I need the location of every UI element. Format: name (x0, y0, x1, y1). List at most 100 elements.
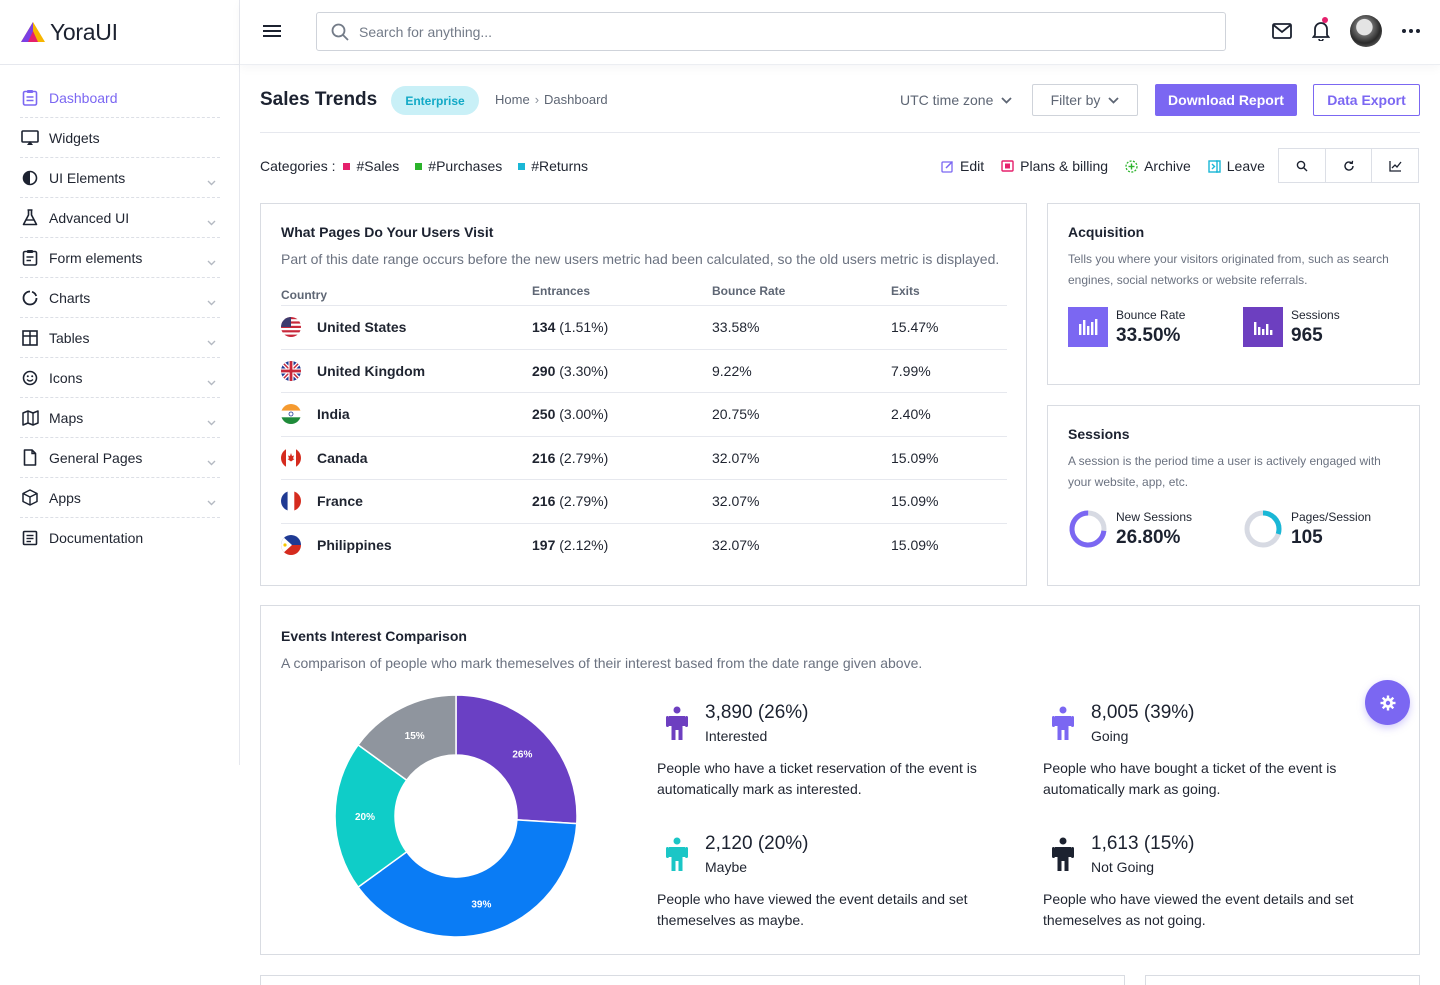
sidebar-item-documentation[interactable]: Documentation (20, 518, 220, 558)
chevron-down-icon (207, 413, 216, 431)
event-label: Maybe (705, 859, 748, 875)
flag-in-icon (281, 404, 301, 425)
pages-session-stat: Pages/Session 105 (1243, 509, 1371, 549)
sidebar-item-label: Maps (49, 409, 84, 426)
search-icon[interactable] (1279, 149, 1326, 182)
bounce-rate-stat: Bounce Rate 33.50% (1068, 307, 1185, 347)
plans-billing-link[interactable]: Plans & billing (1001, 158, 1108, 174)
column-header[interactable]: Country (281, 287, 327, 302)
sidebar-item-tables[interactable]: Tables (20, 318, 220, 358)
sidebar-item-charts[interactable]: Charts (20, 278, 220, 318)
entrances-value: 216 (532, 493, 556, 510)
document-icon (20, 528, 40, 548)
data-export-button[interactable]: Data Export (1313, 84, 1420, 116)
table-row[interactable]: United Kingdom 290 (3.30%) 9.22% 7.99% (281, 350, 1007, 393)
entrances-percent: (2.12%) (559, 537, 609, 554)
icon-toolbar (1278, 148, 1419, 183)
sidebar-item-label: UI Elements (49, 169, 126, 186)
table-row[interactable]: United States 134 (1.51%) 33.58% 15.47% (281, 306, 1007, 350)
edit-link[interactable]: Edit (941, 158, 984, 174)
chevron-down-icon (207, 333, 216, 351)
entrances-cell: 216 (2.79%) (532, 493, 712, 509)
search-input[interactable] (359, 23, 1179, 40)
sidebar-item-widgets[interactable]: Widgets (20, 118, 220, 158)
column-header[interactable]: Entrances (532, 284, 591, 298)
sidebar-item-maps[interactable]: Maps (20, 398, 220, 438)
person-icon (1043, 833, 1083, 877)
breadcrumb-current: Dashboard (544, 92, 608, 107)
sidebar-item-label: Form elements (49, 249, 143, 266)
event-label: Going (1091, 728, 1129, 744)
donut-slice-going[interactable] (357, 819, 578, 938)
filter-button[interactable]: Filter by (1032, 84, 1138, 116)
category-tag[interactable]: #Returns (518, 158, 588, 174)
refresh-icon[interactable] (1326, 149, 1373, 182)
archive-link[interactable]: Archive (1125, 158, 1191, 174)
table-row[interactable]: Philippines 197 (2.12%) 32.07% 15.09% (281, 524, 1007, 568)
exits-cell: 15.09% (891, 449, 939, 466)
timezone-select[interactable]: UTC time zone (900, 92, 1012, 108)
breadcrumb-home[interactable]: Home (495, 92, 530, 107)
progress-ring (1243, 509, 1283, 549)
sidebar-item-advanced-ui[interactable]: Advanced UI (20, 198, 220, 238)
bounce-cell: 33.58% (712, 319, 760, 336)
line-chart-icon[interactable] (1372, 149, 1418, 182)
category-tag[interactable]: #Sales (343, 158, 399, 174)
sidebar-item-ui-elements[interactable]: UI Elements (20, 158, 220, 198)
avatar[interactable] (1350, 15, 1382, 47)
table-row[interactable]: India 250 (3.00%) 20.75% 2.40% (281, 393, 1007, 437)
settings-fab[interactable] (1365, 680, 1410, 725)
category-swatch (343, 162, 351, 170)
flag-ca-icon (281, 447, 301, 468)
action-label: Plans & billing (1020, 158, 1109, 174)
card-subtitle: Tells you where your visitors originated… (1068, 252, 1389, 287)
more-icon[interactable] (1402, 29, 1420, 33)
sidebar-item-icons[interactable]: Icons (20, 358, 220, 398)
donut-slice-maybe[interactable] (334, 743, 408, 889)
archive-icon (1125, 159, 1144, 173)
sidebar-item-form-elements[interactable]: Form elements (20, 238, 220, 278)
sidebar-nav: Dashboard Widgets UI Elements Advanced UI Fo… (0, 65, 239, 558)
menu-icon[interactable] (262, 22, 282, 45)
category-tag[interactable]: #Purchases (415, 158, 502, 174)
country-name: India (317, 406, 350, 423)
table-header: Country Entrances Bounce Rate Exits (281, 284, 1007, 306)
mail-icon[interactable] (1272, 23, 1292, 39)
chevron-down-icon (1001, 96, 1012, 104)
category-label: #Returns (531, 158, 589, 174)
exits-cell: 15.09% (891, 493, 939, 510)
column-header[interactable]: Exits (891, 284, 920, 298)
donut-slice-interested[interactable] (455, 694, 578, 825)
brand[interactable]: YoraUI (0, 0, 239, 65)
table-row[interactable]: France 216 (2.79%) 32.07% 15.09% (281, 480, 1007, 524)
leave-icon (1208, 159, 1227, 173)
notification-dot (1322, 17, 1328, 23)
stat-value: 965 (1291, 324, 1323, 346)
monitor-icon (20, 128, 40, 148)
event-value: 2,120 (20%) (705, 833, 809, 854)
donut-slice-label: 26% (512, 750, 532, 761)
file-icon (20, 448, 40, 468)
column-header[interactable]: Bounce Rate (712, 284, 786, 298)
donut-slice-label: 20% (355, 812, 375, 823)
donut-slice-not-going[interactable] (357, 694, 457, 782)
sidebar-item-apps[interactable]: Apps (20, 478, 220, 518)
categories: Categories : #Sales #Purchases #Returns (260, 158, 604, 174)
sidebar-item-label: Icons (49, 369, 83, 386)
pie-chart-icon (20, 288, 40, 308)
stat-label: Pages/Session (1291, 509, 1372, 524)
flag-uk-icon (281, 360, 301, 381)
country-name: France (317, 493, 363, 510)
bounce-cell: 32.07% (712, 537, 760, 554)
event-label: Not Going (1091, 859, 1155, 875)
sidebar-item-dashboard[interactable]: Dashboard (20, 78, 220, 118)
sidebar-item-general-pages[interactable]: General Pages (20, 438, 220, 478)
table-row[interactable]: Canada 216 (2.79%) 32.07% 15.09% (281, 437, 1007, 480)
ring-fill (1244, 510, 1282, 548)
chevron-down-icon (207, 453, 216, 471)
bell-icon[interactable] (1312, 17, 1330, 41)
download-report-button[interactable]: Download Report (1155, 84, 1297, 116)
chevron-down-icon (207, 493, 216, 511)
sessions-stat: Sessions 965 (1243, 307, 1340, 347)
leave-link[interactable]: Leave (1208, 158, 1265, 174)
